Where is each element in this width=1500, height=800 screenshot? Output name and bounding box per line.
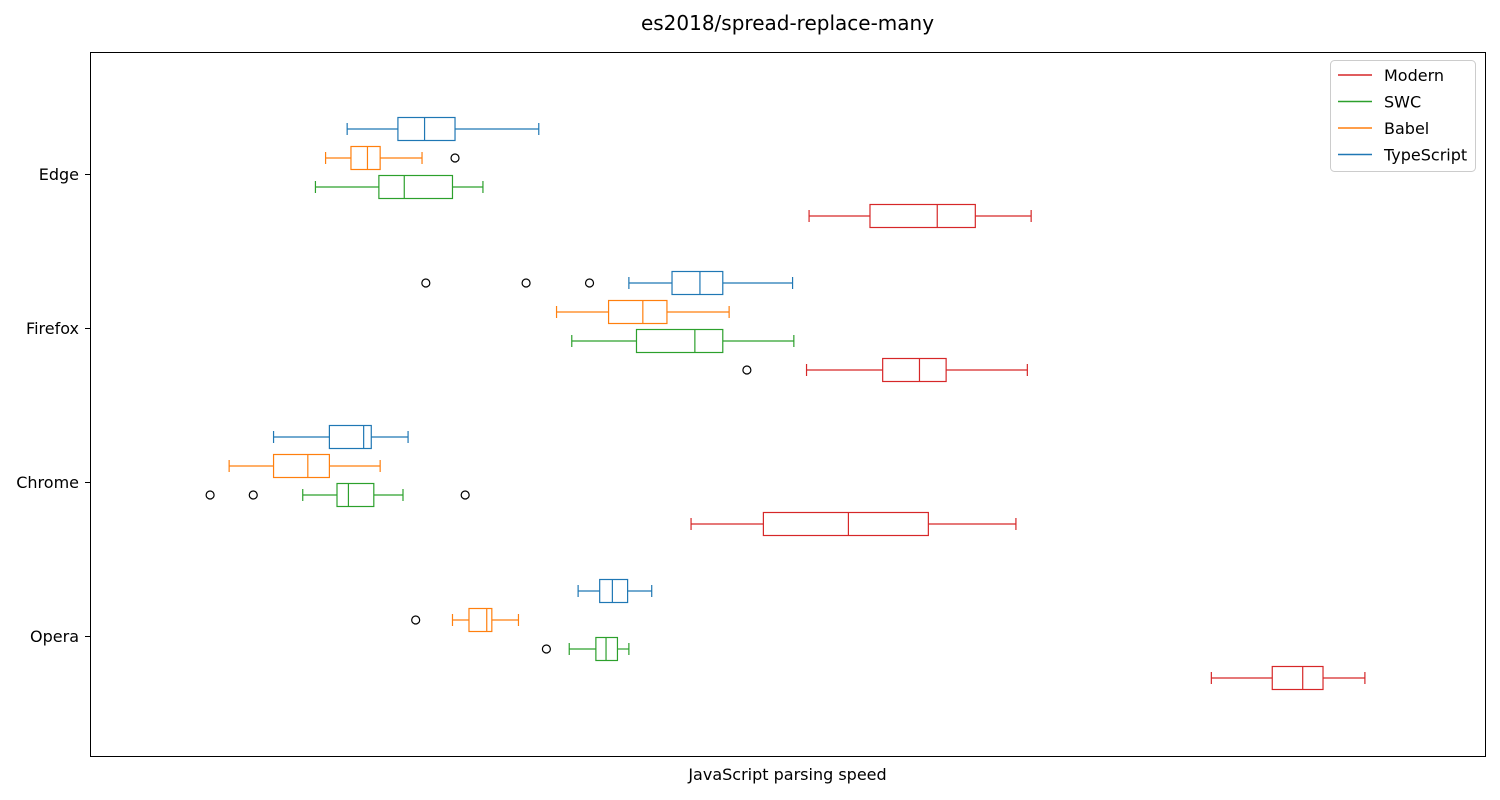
outlier-point bbox=[248, 490, 258, 500]
outlier-point bbox=[584, 278, 595, 288]
box-iqr bbox=[1271, 665, 1324, 691]
box-swc-opera bbox=[541, 636, 630, 662]
plot-area-frame bbox=[90, 52, 1486, 757]
series-babel bbox=[228, 145, 730, 633]
box-babel-firefox bbox=[555, 299, 730, 325]
legend-item-babel: Babel bbox=[1338, 119, 1429, 138]
box-iqr bbox=[378, 174, 454, 200]
box-iqr bbox=[635, 328, 724, 354]
box-modern-opera bbox=[1210, 665, 1366, 691]
outlier-point bbox=[521, 278, 531, 288]
y-tick-label: Firefox bbox=[26, 319, 79, 338]
box-typescript-firefox bbox=[421, 270, 794, 296]
box-swc-chrome bbox=[205, 482, 470, 508]
box-modern-firefox bbox=[742, 357, 1028, 383]
y-axis: Edge Firefox Chrome Opera bbox=[16, 165, 90, 646]
box-iqr bbox=[882, 357, 947, 383]
box-iqr bbox=[607, 299, 668, 325]
box-modern-edge bbox=[808, 203, 1032, 229]
outlier-point bbox=[541, 644, 551, 654]
box-typescript-opera bbox=[577, 578, 653, 604]
box-babel-chrome bbox=[228, 453, 381, 479]
outlier-point bbox=[411, 615, 421, 625]
box-series-group bbox=[205, 116, 1366, 691]
y-tick-label: Edge bbox=[39, 165, 79, 184]
x-axis-label: JavaScript parsing speed bbox=[688, 765, 887, 784]
legend-label: Babel bbox=[1384, 119, 1429, 138]
legend-label: SWC bbox=[1384, 93, 1421, 112]
box-iqr bbox=[671, 270, 724, 296]
y-tick-label: Chrome bbox=[16, 473, 79, 492]
legend-frame bbox=[1330, 60, 1476, 172]
box-babel-edge bbox=[324, 145, 460, 171]
box-iqr bbox=[350, 145, 381, 171]
box-typescript-chrome bbox=[272, 424, 409, 450]
box-iqr bbox=[595, 636, 619, 662]
outlier-point bbox=[460, 490, 470, 500]
box-iqr bbox=[762, 511, 929, 537]
series-modern bbox=[690, 203, 1366, 691]
legend: Modern SWC Babel TypeScript bbox=[1330, 60, 1476, 172]
legend-item-modern: Modern bbox=[1338, 66, 1444, 85]
box-swc-edge bbox=[314, 174, 484, 200]
box-iqr bbox=[272, 453, 330, 479]
chart-title: es2018/spread-replace-many bbox=[640, 11, 935, 35]
box-iqr bbox=[336, 482, 375, 508]
outlier-point bbox=[205, 490, 215, 500]
y-tick-label: Opera bbox=[30, 627, 79, 646]
box-iqr bbox=[468, 607, 493, 633]
outlier-point bbox=[421, 278, 431, 288]
box-iqr bbox=[599, 578, 629, 604]
series-swc bbox=[205, 174, 795, 662]
box-iqr bbox=[869, 203, 976, 229]
box-babel-opera bbox=[411, 607, 520, 633]
legend-label: Modern bbox=[1384, 66, 1444, 85]
legend-item-swc: SWC bbox=[1338, 93, 1421, 112]
box-typescript-edge bbox=[346, 116, 540, 142]
box-iqr bbox=[397, 116, 456, 142]
legend-item-typescript: TypeScript bbox=[1338, 146, 1467, 165]
outlier-point bbox=[742, 365, 752, 375]
series-typescript bbox=[272, 116, 794, 604]
box-swc-firefox bbox=[571, 328, 795, 354]
box-iqr bbox=[328, 424, 372, 450]
legend-label: TypeScript bbox=[1383, 146, 1467, 165]
outlier-point bbox=[450, 153, 460, 163]
box-modern-chrome bbox=[690, 511, 1017, 537]
